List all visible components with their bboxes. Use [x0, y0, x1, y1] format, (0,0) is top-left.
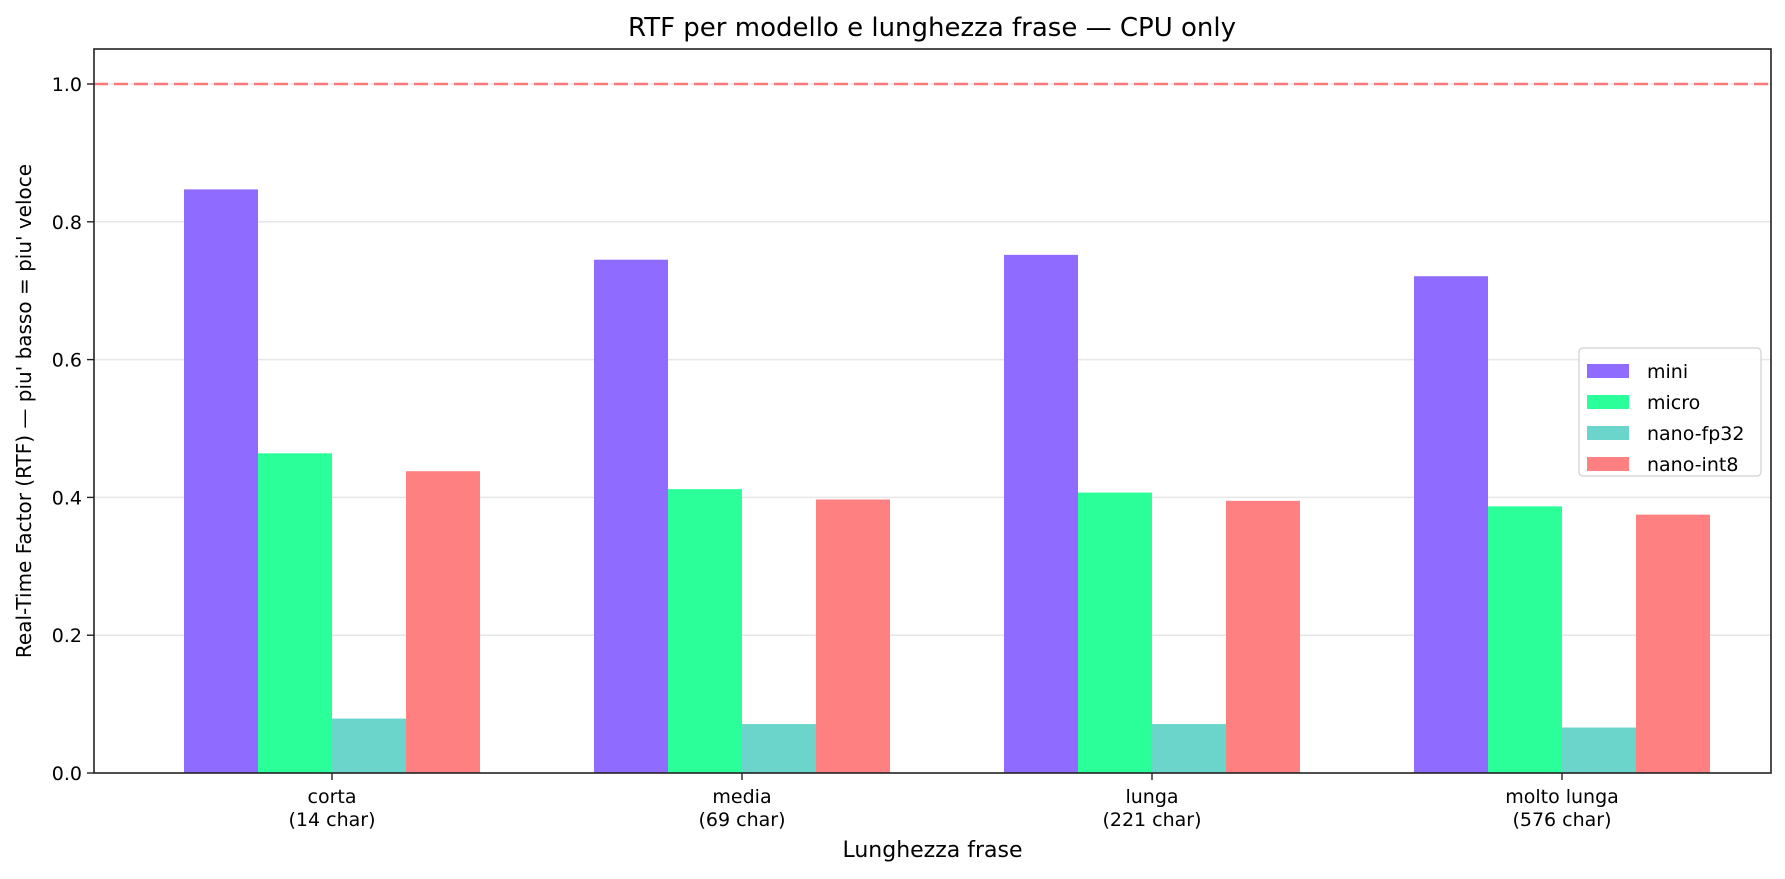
- legend-label-mini: mini: [1647, 361, 1688, 383]
- bar-nano-int8: [1636, 514, 1710, 773]
- y-tick-label: 1.0: [52, 74, 82, 96]
- x-axis-ticks: corta(14 char) media(69 char) lunga(221 ch…: [289, 773, 1619, 831]
- legend-label-nano-fp32: nano-fp32: [1647, 423, 1745, 445]
- bar-nano-int8: [1226, 500, 1300, 773]
- bar-micro: [258, 453, 332, 773]
- x-axis-label: Lunghezza frase: [842, 838, 1022, 863]
- y-tick-label: 0.4: [52, 487, 82, 509]
- bar-mini: [1004, 254, 1078, 773]
- legend-swatch-micro: [1587, 395, 1629, 409]
- y-axis-label: Real-Time Factor (RTF) — piu' basso = pi…: [12, 164, 36, 658]
- legend-swatch-mini: [1587, 364, 1629, 378]
- bar-nano-fp32: [742, 724, 816, 773]
- bars: [184, 189, 1710, 774]
- x-tick-label: corta: [308, 786, 357, 808]
- plot-frame: [93, 48, 1772, 774]
- x-tick-label: lunga: [1125, 786, 1178, 808]
- y-axis-ticks: 0.0 0.2 0.4 0.6 0.8 1.0: [52, 74, 94, 785]
- x-tick-label: (576 char): [1512, 809, 1611, 831]
- legend-swatch-nano-fp32: [1587, 426, 1629, 440]
- x-tick-label: (69 char): [699, 809, 786, 831]
- bar-nano-int8: [816, 499, 890, 773]
- bar-nano-int8: [406, 471, 480, 773]
- x-tick-label: (221 char): [1102, 809, 1201, 831]
- bar-mini: [594, 259, 668, 773]
- bar-micro: [1078, 492, 1152, 773]
- legend: mini micro nano-fp32 nano-int8: [1578, 347, 1762, 477]
- chart-title: RTF per modello e lunghezza frase — CPU …: [628, 13, 1236, 43]
- bar-mini: [1414, 276, 1488, 773]
- x-tick-label: molto lunga: [1505, 786, 1619, 808]
- y-tick-label: 0.8: [52, 212, 82, 234]
- legend-label-micro: micro: [1647, 392, 1700, 414]
- bar-micro: [668, 489, 742, 773]
- legend-label-nano-int8: nano-int8: [1647, 454, 1738, 476]
- legend-box: [1578, 347, 1762, 477]
- bar-mini: [184, 189, 258, 774]
- x-tick-label: media: [712, 786, 771, 808]
- legend-swatch-nano-int8: [1587, 457, 1629, 471]
- bar-micro: [1488, 506, 1562, 773]
- y-tick-label: 0.6: [52, 350, 82, 372]
- bar-nano-fp32: [1562, 727, 1636, 773]
- y-tick-label: 0.2: [52, 625, 82, 647]
- x-tick-label: (14 char): [289, 809, 376, 831]
- y-tick-label: 0.0: [52, 763, 82, 785]
- bar-nano-fp32: [332, 718, 406, 773]
- bar-nano-fp32: [1152, 724, 1226, 773]
